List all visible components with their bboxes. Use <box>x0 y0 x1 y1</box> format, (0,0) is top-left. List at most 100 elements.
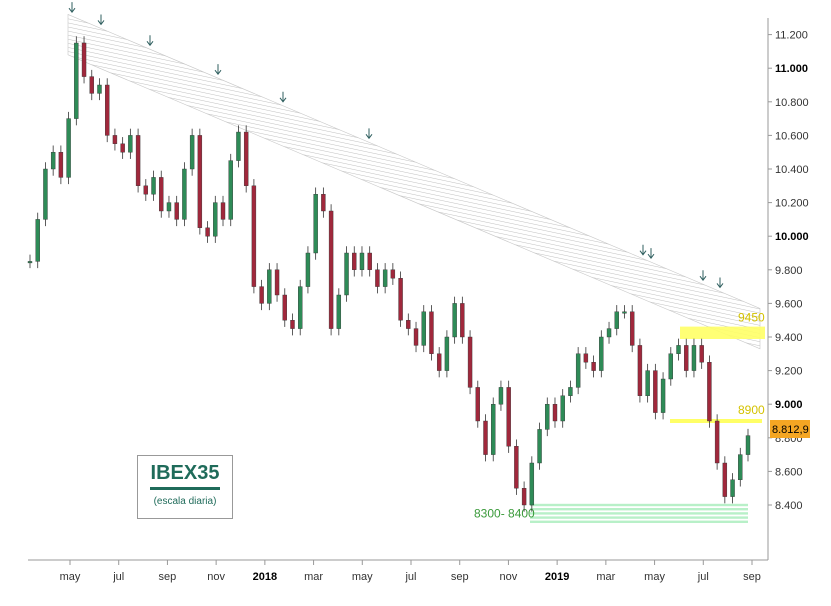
candle-body <box>50 151 56 170</box>
candle-body <box>629 311 635 346</box>
touch-arrow-icon <box>146 35 154 47</box>
candle-body <box>452 303 457 338</box>
candle-body <box>151 177 156 195</box>
y-tick-label: 9.600 <box>775 298 803 310</box>
x-tick-label: mar <box>304 571 323 583</box>
candle-body <box>189 135 195 170</box>
x-tick-label: may <box>352 571 373 583</box>
candle-body <box>251 185 257 287</box>
candle-body <box>699 345 704 363</box>
candle-body <box>105 84 110 136</box>
x-tick-label: nov <box>207 571 225 583</box>
touch-arrow-icon <box>365 128 373 140</box>
trend-channel-band <box>67 13 761 350</box>
candle-body <box>58 151 64 178</box>
candle-body <box>421 311 426 346</box>
candle-body <box>521 488 527 506</box>
candle-body <box>413 328 419 346</box>
y-tick-label: 8.600 <box>775 466 803 478</box>
candle-body <box>591 362 596 371</box>
touch-arrow-icon <box>68 2 76 13</box>
candle-body <box>537 429 542 464</box>
candle-body <box>444 336 450 371</box>
candle-body <box>220 202 226 220</box>
candlestick-series <box>27 36 751 512</box>
candle-body <box>267 269 272 304</box>
candle-body <box>668 353 673 380</box>
candle-body <box>714 420 720 464</box>
candle-body <box>135 135 141 186</box>
level-band-9450 <box>680 326 765 339</box>
level-label-8300-8400: 8300- 8400 <box>474 506 535 520</box>
touch-arrow-icon <box>647 248 655 259</box>
candle-body <box>305 252 311 287</box>
touch-arrow-icon <box>214 64 222 76</box>
candle-body <box>375 269 380 287</box>
x-tick-label: jul <box>112 571 124 583</box>
candle-body <box>467 336 473 388</box>
title-underline <box>150 487 220 490</box>
candle-body <box>120 143 125 153</box>
candle-body <box>128 135 133 153</box>
candle-body <box>406 320 411 329</box>
level-label-8900: 8900 <box>738 403 765 417</box>
touch-arrow-icon <box>279 91 287 103</box>
candle-body <box>429 311 434 354</box>
candle-body <box>498 387 504 405</box>
y-tick-label: 10.800 <box>775 97 809 109</box>
touch-arrow-icon <box>716 277 724 289</box>
trend-channel <box>67 13 761 350</box>
candle-body <box>174 202 179 220</box>
last-price-badge-bg <box>770 420 810 438</box>
candle-body <box>66 118 71 178</box>
candle-body <box>645 370 650 397</box>
y-tick-label: 10.600 <box>775 130 809 142</box>
y-tick-label: 11.200 <box>775 30 808 42</box>
candle-body <box>483 420 488 455</box>
candle-body <box>74 42 79 119</box>
candle-body <box>313 193 318 254</box>
support-resistance-levels: 9450 8900 8300- 8400 <box>474 311 765 523</box>
candle-body <box>676 345 681 354</box>
level-stripe-8300-8400 <box>530 520 748 523</box>
candle-body <box>321 193 326 212</box>
y-tick-label: 9.400 <box>775 332 803 344</box>
candle-body <box>213 202 218 237</box>
candle-body <box>282 294 287 321</box>
x-tick-label: jul <box>697 571 709 583</box>
y-tick-label: 10.000 <box>775 231 809 243</box>
x-axis-ticks: may jul sep nov 2018 mar may jul sep nov 2019 mar ma… <box>60 560 761 583</box>
candle-body <box>491 404 496 455</box>
y-tick-label: 9.000 <box>775 399 803 411</box>
candle-body <box>506 387 511 447</box>
level-stripe-8300-8400 <box>530 503 748 507</box>
candle-body <box>722 462 728 497</box>
level-label-9450: 9450 <box>738 311 765 325</box>
candle-body <box>398 278 403 321</box>
level-stripe-8300-8400 <box>530 512 748 515</box>
x-tick-label: nov <box>500 571 518 583</box>
candle-body <box>622 311 627 314</box>
x-tick-label: 2018 <box>253 571 277 583</box>
candle-body <box>599 336 604 371</box>
candle-body <box>583 353 589 363</box>
x-tick-label: may <box>644 571 665 583</box>
candle-body <box>166 202 172 212</box>
candle-body <box>344 252 349 296</box>
candle-body <box>112 135 118 144</box>
candle-body <box>730 479 735 497</box>
candle-body <box>259 286 264 304</box>
candle-body <box>328 210 334 329</box>
touch-arrows <box>68 2 724 289</box>
candle-body <box>367 252 372 270</box>
y-tick-label: 10.400 <box>775 164 809 176</box>
y-tick-label: 11.000 <box>775 63 808 75</box>
candle-body <box>382 269 388 287</box>
candle-body <box>738 454 743 481</box>
candle-body <box>274 269 280 296</box>
candle-body <box>243 131 249 186</box>
candle-body <box>545 404 550 430</box>
candle-body <box>159 177 164 212</box>
candle-body <box>606 328 612 338</box>
